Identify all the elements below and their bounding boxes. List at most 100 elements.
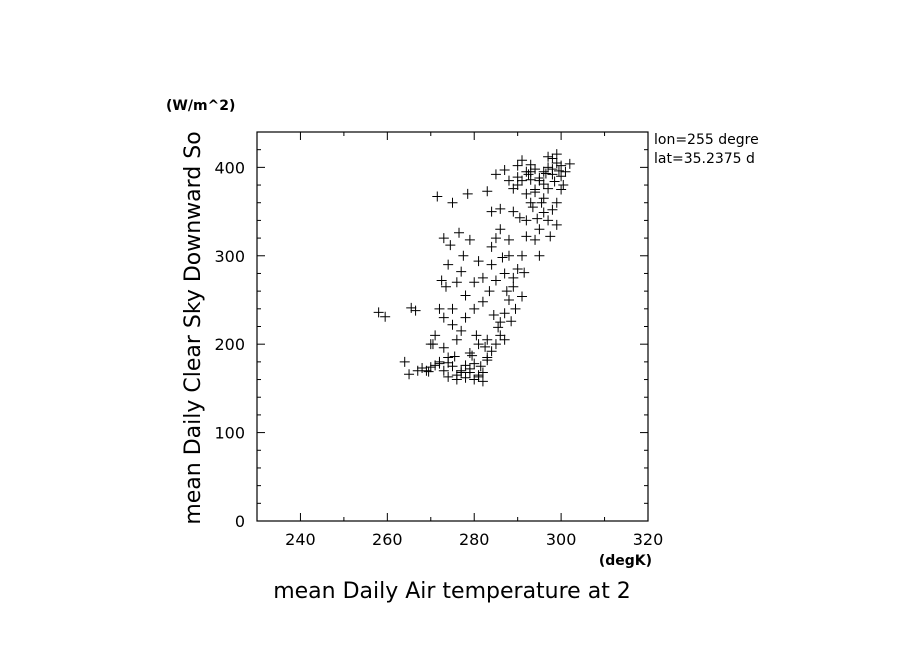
data-point	[447, 197, 458, 208]
data-point	[499, 308, 510, 319]
data-point	[510, 303, 521, 314]
data-point	[538, 207, 549, 218]
data-point	[508, 281, 519, 292]
data-point	[556, 171, 567, 182]
data-point	[503, 175, 514, 186]
data-point	[486, 346, 497, 357]
data-point	[373, 307, 384, 318]
data-point	[469, 358, 480, 369]
data-point	[469, 277, 480, 288]
data-point	[512, 264, 523, 275]
data-point	[436, 275, 447, 286]
data-point	[438, 312, 449, 323]
data-point	[438, 233, 449, 244]
data-point	[443, 259, 454, 270]
data-point	[556, 184, 567, 195]
data-point	[447, 303, 458, 314]
data-point	[438, 365, 449, 376]
data-point	[482, 334, 493, 345]
data-point	[484, 286, 495, 297]
data-point	[438, 342, 449, 353]
data-point	[556, 160, 567, 171]
data-point	[482, 355, 493, 366]
data-point	[521, 231, 532, 242]
data-point	[473, 370, 484, 381]
data-point	[460, 312, 471, 323]
data-point	[423, 366, 434, 377]
data-point	[473, 256, 484, 267]
data-point	[460, 290, 471, 301]
data-point	[464, 363, 475, 374]
data-point	[551, 197, 562, 208]
data-point	[449, 351, 460, 362]
data-point	[551, 149, 562, 160]
data-point	[404, 369, 415, 380]
data-point	[525, 166, 536, 177]
data-point	[512, 160, 523, 171]
data-point	[564, 158, 575, 169]
data-point	[477, 272, 488, 283]
x-tick-label: 300	[546, 530, 577, 549]
data-point	[480, 341, 491, 352]
data-point	[512, 180, 523, 191]
data-point	[477, 296, 488, 307]
y-axis-unit: (W/m^2)	[166, 98, 235, 114]
data-point	[497, 252, 508, 263]
x-axis-label: mean Daily Air temperature at 2	[273, 579, 631, 604]
data-point	[530, 234, 541, 245]
data-point	[486, 241, 497, 252]
x-axis-unit: (degK)	[599, 553, 652, 569]
data-point	[447, 319, 458, 330]
data-point	[486, 206, 497, 217]
data-point	[456, 325, 467, 336]
data-point	[534, 175, 545, 186]
data-point	[508, 272, 519, 283]
x-tick-label: 260	[372, 530, 403, 549]
data-point	[538, 193, 549, 204]
data-point	[475, 361, 486, 372]
data-point	[560, 166, 571, 177]
data-point	[525, 197, 536, 208]
data-point	[425, 362, 436, 373]
data-point	[547, 153, 558, 164]
data-point	[549, 176, 560, 187]
data-point	[495, 224, 506, 235]
data-point	[553, 165, 564, 176]
data-point	[558, 180, 569, 191]
data-point	[451, 277, 462, 288]
data-point	[473, 339, 484, 350]
data-point	[499, 334, 510, 345]
data-point	[440, 281, 451, 292]
data-point	[482, 186, 493, 197]
data-point	[412, 365, 423, 376]
data-point	[499, 165, 510, 176]
data-point	[545, 231, 556, 242]
data-point	[462, 188, 473, 199]
data-point	[417, 363, 428, 374]
data-point	[434, 356, 445, 367]
data-point	[432, 191, 443, 202]
data-point	[490, 233, 501, 244]
data-point	[490, 339, 501, 350]
data-point	[538, 166, 549, 177]
data-point	[501, 286, 512, 297]
y-tick-label: 400	[214, 158, 245, 177]
data-points	[373, 149, 575, 387]
data-point	[477, 376, 488, 387]
data-point	[490, 169, 501, 180]
data-point	[495, 330, 506, 341]
data-point	[530, 164, 541, 175]
data-point	[543, 215, 554, 226]
data-point	[399, 356, 410, 367]
data-point	[447, 361, 458, 372]
data-point	[495, 203, 506, 214]
y-tick-label: 0	[235, 512, 245, 531]
data-point	[503, 250, 514, 261]
data-point	[527, 202, 538, 213]
data-point	[425, 339, 436, 350]
data-point	[493, 322, 504, 333]
data-point	[471, 330, 482, 341]
data-point	[521, 215, 532, 226]
data-point	[410, 305, 421, 316]
